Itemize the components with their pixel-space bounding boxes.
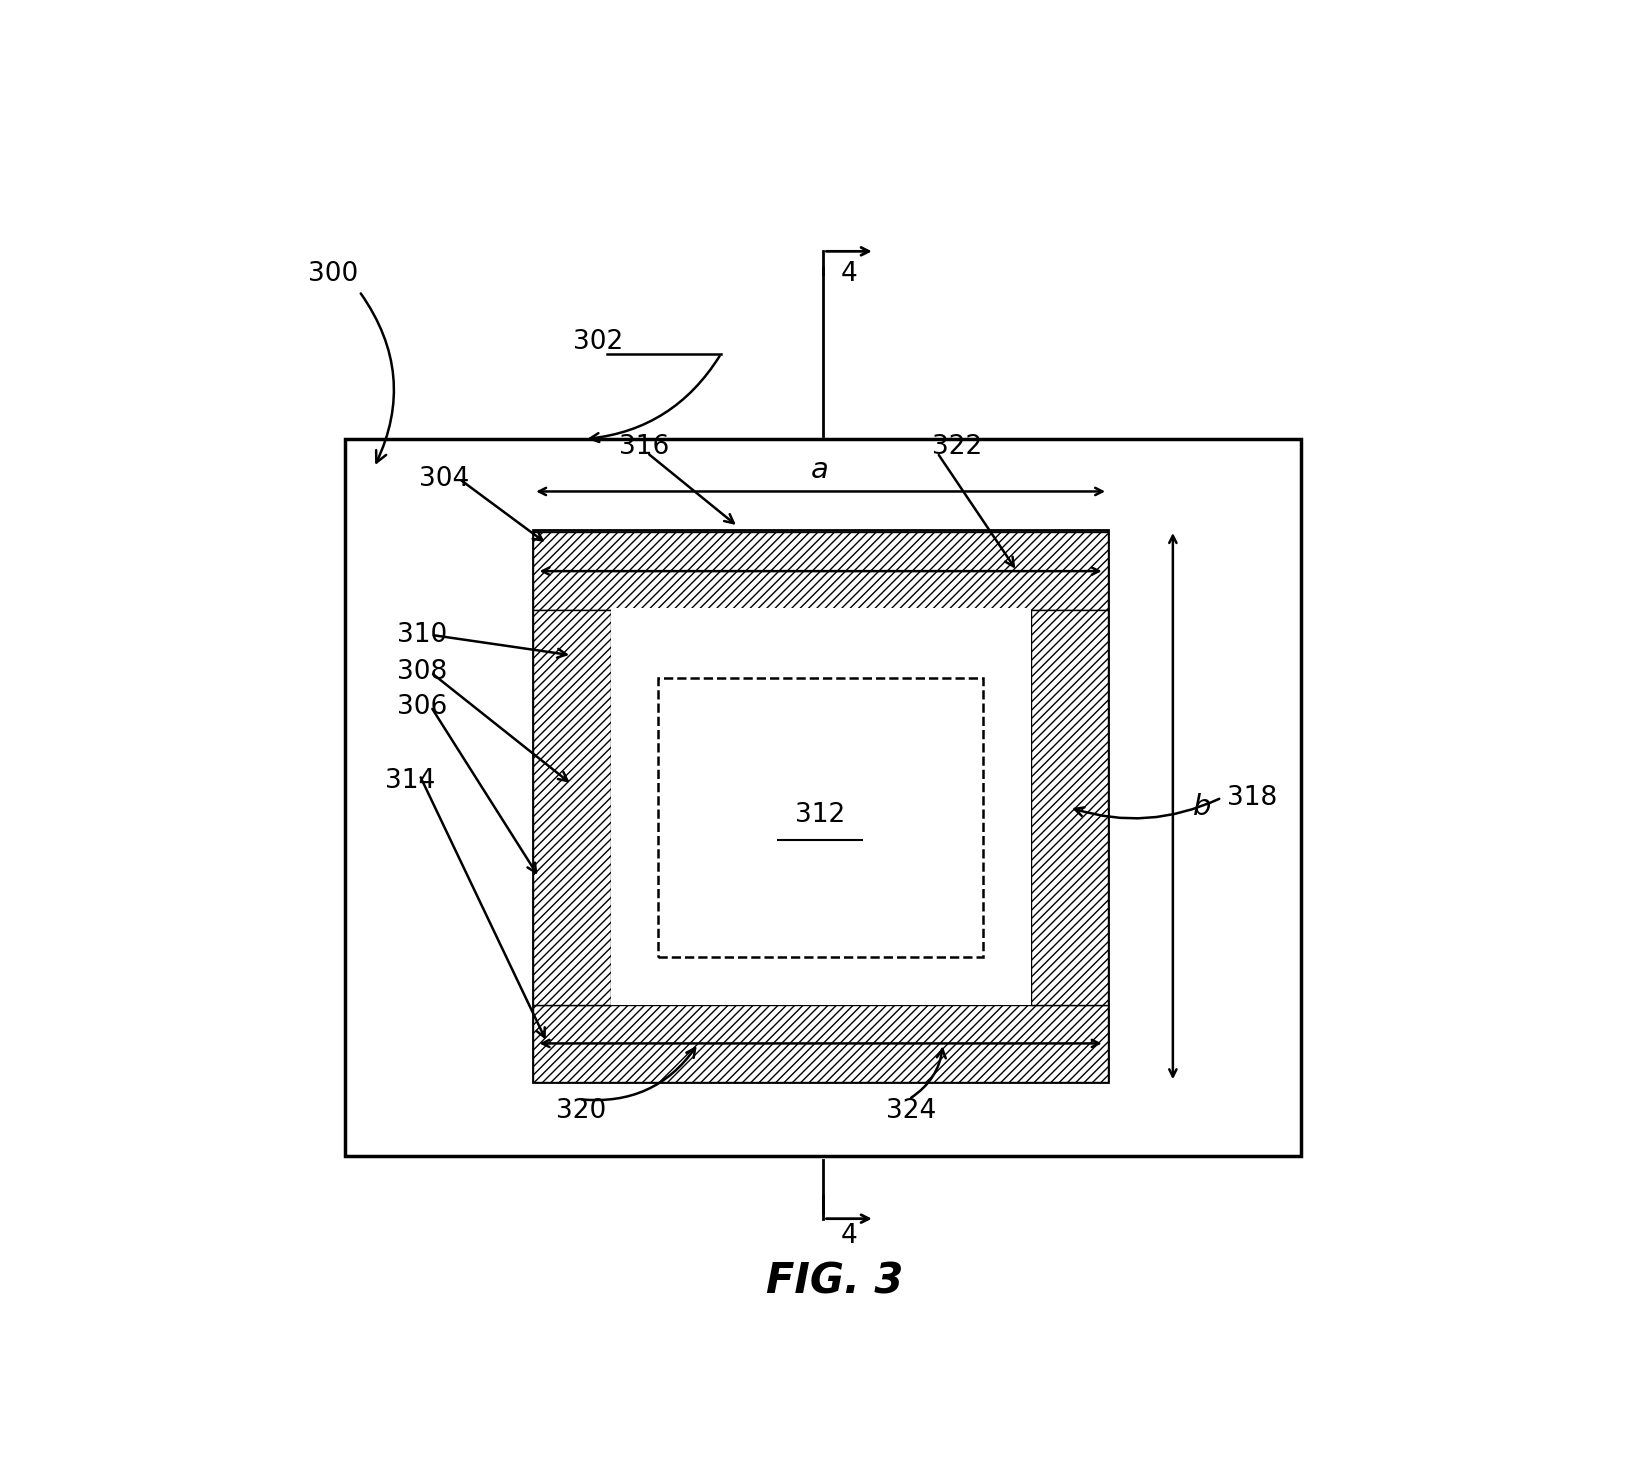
Text: 314: 314: [386, 767, 435, 794]
Text: 312: 312: [795, 801, 845, 828]
Bar: [611, 607, 1031, 1005]
Text: 4: 4: [841, 262, 857, 287]
Text: 316: 316: [619, 435, 670, 460]
Text: FIG. 3: FIG. 3: [766, 1261, 904, 1302]
Bar: [533, 1005, 1108, 1082]
Text: 304: 304: [420, 466, 469, 492]
Bar: [533, 531, 1108, 1082]
Bar: [533, 610, 611, 1005]
Text: 322: 322: [932, 435, 982, 460]
Bar: [658, 678, 982, 956]
Bar: [1031, 610, 1108, 1005]
Text: 308: 308: [397, 659, 446, 686]
Text: 310: 310: [397, 622, 446, 647]
Text: 302: 302: [573, 330, 624, 355]
Text: a: a: [811, 455, 829, 483]
Text: 4: 4: [841, 1222, 857, 1249]
Text: 320: 320: [555, 1098, 606, 1123]
Text: 318: 318: [1228, 785, 1277, 810]
Bar: [345, 439, 1302, 1156]
Text: 306: 306: [397, 693, 446, 720]
Text: 300: 300: [308, 262, 358, 287]
Bar: [533, 532, 1108, 610]
Text: 324: 324: [886, 1098, 937, 1123]
Text: b: b: [1194, 792, 1212, 820]
